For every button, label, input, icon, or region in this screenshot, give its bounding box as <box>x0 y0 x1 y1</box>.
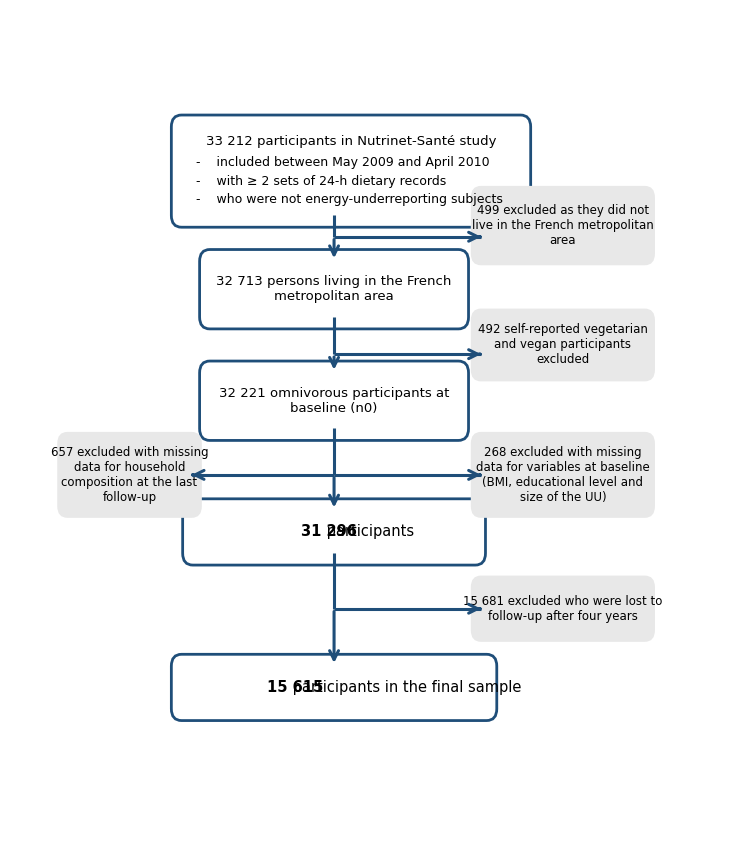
Text: 32 221 omnivorous participants at
baseline (n0): 32 221 omnivorous participants at baseli… <box>219 387 449 415</box>
Text: -    with ≥ 2 sets of 24-h dietary records: - with ≥ 2 sets of 24-h dietary records <box>195 175 446 187</box>
Text: 32 713 persons living in the French
metropolitan area: 32 713 persons living in the French metr… <box>217 275 452 303</box>
Text: 31 296: 31 296 <box>301 525 357 539</box>
Text: participants in the final sample: participants in the final sample <box>288 680 521 695</box>
FancyBboxPatch shape <box>471 186 655 265</box>
Text: -    included between May 2009 and April 2010: - included between May 2009 and April 20… <box>195 157 489 170</box>
Text: 492 self-reported vegetarian
and vegan participants
excluded: 492 self-reported vegetarian and vegan p… <box>478 324 648 366</box>
FancyBboxPatch shape <box>171 654 496 721</box>
FancyBboxPatch shape <box>200 250 469 329</box>
Text: 15 681 excluded who were lost to
follow-up after four years: 15 681 excluded who were lost to follow-… <box>463 595 663 623</box>
FancyBboxPatch shape <box>200 361 469 440</box>
Text: participants: participants <box>322 525 414 539</box>
FancyBboxPatch shape <box>171 115 531 227</box>
Text: 268 excluded with missing
data for variables at baseline
(BMI, educational level: 268 excluded with missing data for varia… <box>476 446 650 504</box>
Text: 33 212 participants in Nutrinet-Santé study: 33 212 participants in Nutrinet-Santé st… <box>206 135 496 147</box>
Text: 499 excluded as they did not
live in the French metropolitan
area: 499 excluded as they did not live in the… <box>472 204 654 247</box>
FancyBboxPatch shape <box>471 308 655 382</box>
FancyBboxPatch shape <box>183 498 486 565</box>
FancyBboxPatch shape <box>471 576 655 642</box>
FancyBboxPatch shape <box>471 432 655 518</box>
FancyBboxPatch shape <box>57 432 202 518</box>
Text: 657 excluded with missing
data for household
composition at the last
follow-up: 657 excluded with missing data for house… <box>51 446 208 504</box>
Text: 15 615: 15 615 <box>267 680 323 695</box>
Text: -    who were not energy-underreporting subjects: - who were not energy-underreporting sub… <box>195 193 502 206</box>
